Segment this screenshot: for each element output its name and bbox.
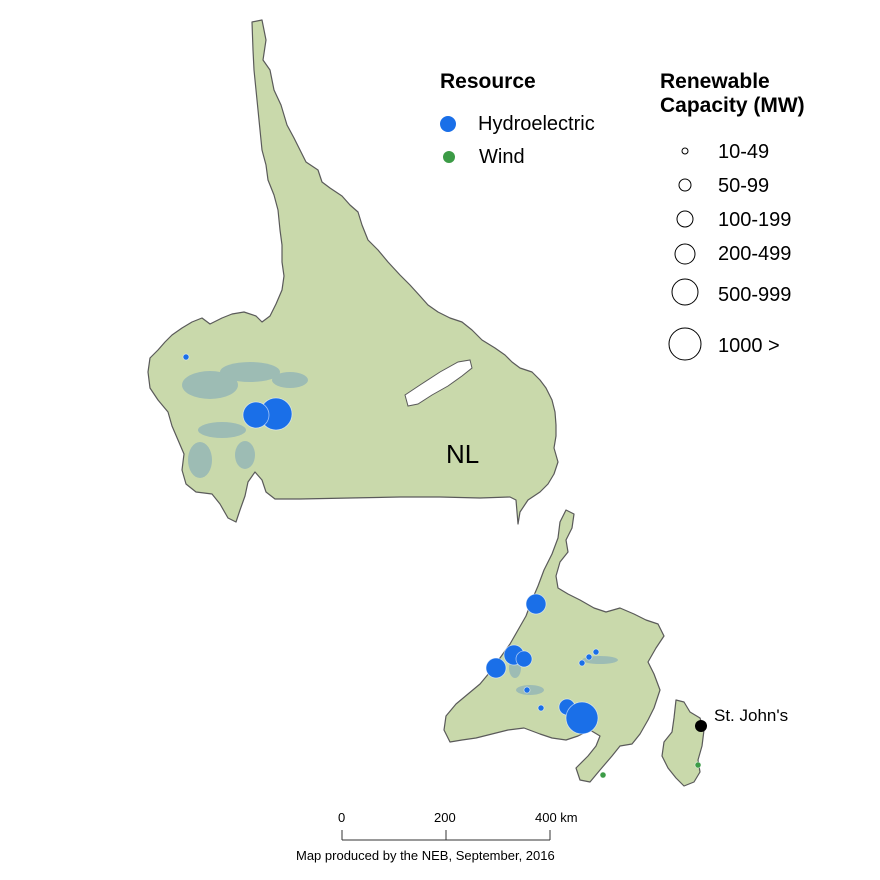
labrador-landmass	[147, 19, 559, 525]
legend-item-wind: Wind	[443, 145, 525, 169]
city-label: St. John's	[714, 706, 789, 725]
scale-label-200: 200	[434, 810, 456, 825]
labrador-lakes	[182, 362, 308, 478]
hydro-station-marker	[515, 650, 533, 668]
hydro-station-marker	[182, 353, 190, 361]
wind-swatch	[443, 151, 455, 163]
hydroelectric-label: Hydroelectric	[478, 113, 595, 135]
capacity-class-1: 10-49	[718, 141, 770, 163]
lake-melville	[404, 359, 473, 407]
hydroelectric-swatch	[440, 116, 456, 132]
hydro-station-marker	[592, 648, 600, 656]
legend-item-hydroelectric: Hydroelectric	[440, 112, 595, 136]
st-johns-marker	[695, 720, 707, 732]
capacity-legend-symbols	[668, 147, 702, 361]
hydro-station-marker	[485, 657, 507, 679]
capacity-legend-circle	[674, 243, 696, 265]
hydro-station-marker	[565, 701, 599, 735]
capacity-legend-circle	[676, 210, 694, 228]
station-markers	[182, 353, 702, 779]
wind-label: Wind	[479, 146, 525, 168]
hydro-station-marker	[523, 686, 531, 694]
wind-station-marker	[694, 761, 702, 769]
newfoundland-landmass	[443, 509, 665, 783]
capacity-class-6: 1000 >	[718, 335, 780, 357]
avalon-peninsula	[661, 699, 705, 787]
capacity-legend-circle	[671, 278, 699, 306]
resource-legend-title: Resource	[440, 70, 536, 93]
wind-station-marker	[599, 771, 607, 779]
scale-label-0: 0	[338, 810, 346, 825]
hydro-station-marker	[242, 401, 270, 429]
capacity-class-4: 200-499	[718, 243, 792, 265]
capacity-legend-circle	[681, 147, 689, 155]
capacity-legend-title: Renewable Capacity (MW)	[660, 70, 805, 117]
scale-bar	[341, 830, 551, 841]
capacity-legend-circle	[668, 327, 702, 361]
hydro-station-marker	[578, 659, 586, 667]
resource-legend: Resource	[440, 70, 536, 94]
capacity-legend-circle	[678, 178, 692, 192]
capacity-class-5: 500-999	[718, 284, 792, 306]
scale-label-400: 400 km	[535, 810, 578, 825]
capacity-class-3: 100-199	[718, 209, 792, 231]
hydro-station-marker	[525, 593, 547, 615]
capacity-class-2: 50-99	[718, 175, 770, 197]
hydro-station-marker	[585, 653, 593, 661]
region-label: NL	[446, 439, 480, 469]
map-credit: Map produced by the NEB, September, 2016	[296, 848, 555, 863]
hydro-station-marker	[537, 704, 545, 712]
